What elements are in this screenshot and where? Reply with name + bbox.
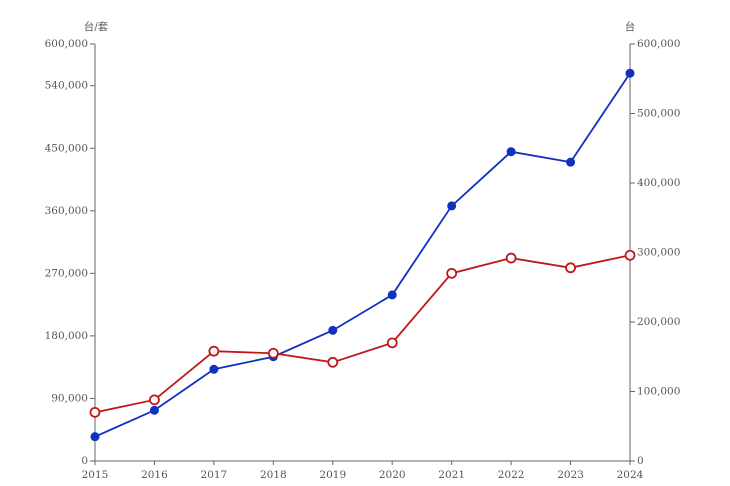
x-tick-label: 2020: [379, 469, 406, 481]
y-tick-label: 90,000: [51, 392, 88, 404]
y2-tick-label: 500,000: [637, 108, 680, 120]
x-tick-label: 2016: [141, 469, 168, 481]
y-tick-label: 270,000: [45, 267, 88, 279]
point: [565, 262, 576, 274]
point: [209, 364, 219, 374]
point: [89, 406, 101, 418]
point: [624, 249, 636, 261]
point: [566, 157, 576, 167]
point: [625, 68, 635, 78]
x-tick-label: 2021: [438, 469, 465, 481]
x-tick-label: 2017: [201, 469, 228, 481]
point: [267, 347, 279, 359]
y2-tick-label: 100,000: [637, 386, 680, 398]
point: [328, 325, 338, 335]
x-tick-label: 2019: [319, 469, 346, 481]
point: [386, 337, 398, 349]
series-line: [94, 254, 631, 414]
y-tick-label: 450,000: [45, 142, 88, 154]
x-tick-label: 2022: [498, 469, 525, 481]
point: [149, 405, 159, 415]
x-tick-label: 2024: [617, 469, 644, 481]
y2-tick-label: 600,000: [637, 38, 680, 50]
x-tick-label: 2023: [557, 469, 584, 481]
point: [208, 345, 220, 357]
point: [90, 432, 100, 442]
point: [387, 290, 397, 300]
y2-tick-label: 400,000: [637, 177, 680, 189]
y2-tick-label: 300,000: [637, 247, 680, 259]
point: [446, 267, 458, 279]
y2-tick-label: 200,000: [637, 316, 680, 328]
y-tick-label: 600,000: [45, 38, 88, 50]
y-tick-label: 360,000: [45, 205, 88, 217]
y-tick-label: 540,000: [45, 80, 88, 92]
x-tick-label: 2018: [260, 469, 287, 481]
point: [327, 356, 339, 368]
y2-tick-label: 0: [637, 455, 644, 467]
y-axis-label: 台/套: [84, 20, 109, 33]
point: [447, 201, 457, 211]
point: [505, 252, 517, 264]
point: [506, 147, 516, 157]
y-tick-label: 0: [81, 455, 88, 467]
point: [149, 394, 160, 406]
y2-axis-label: 台: [625, 20, 636, 33]
series-line: [94, 72, 631, 438]
x-tick-label: 2015: [82, 469, 109, 481]
y-tick-label: 180,000: [45, 330, 88, 342]
